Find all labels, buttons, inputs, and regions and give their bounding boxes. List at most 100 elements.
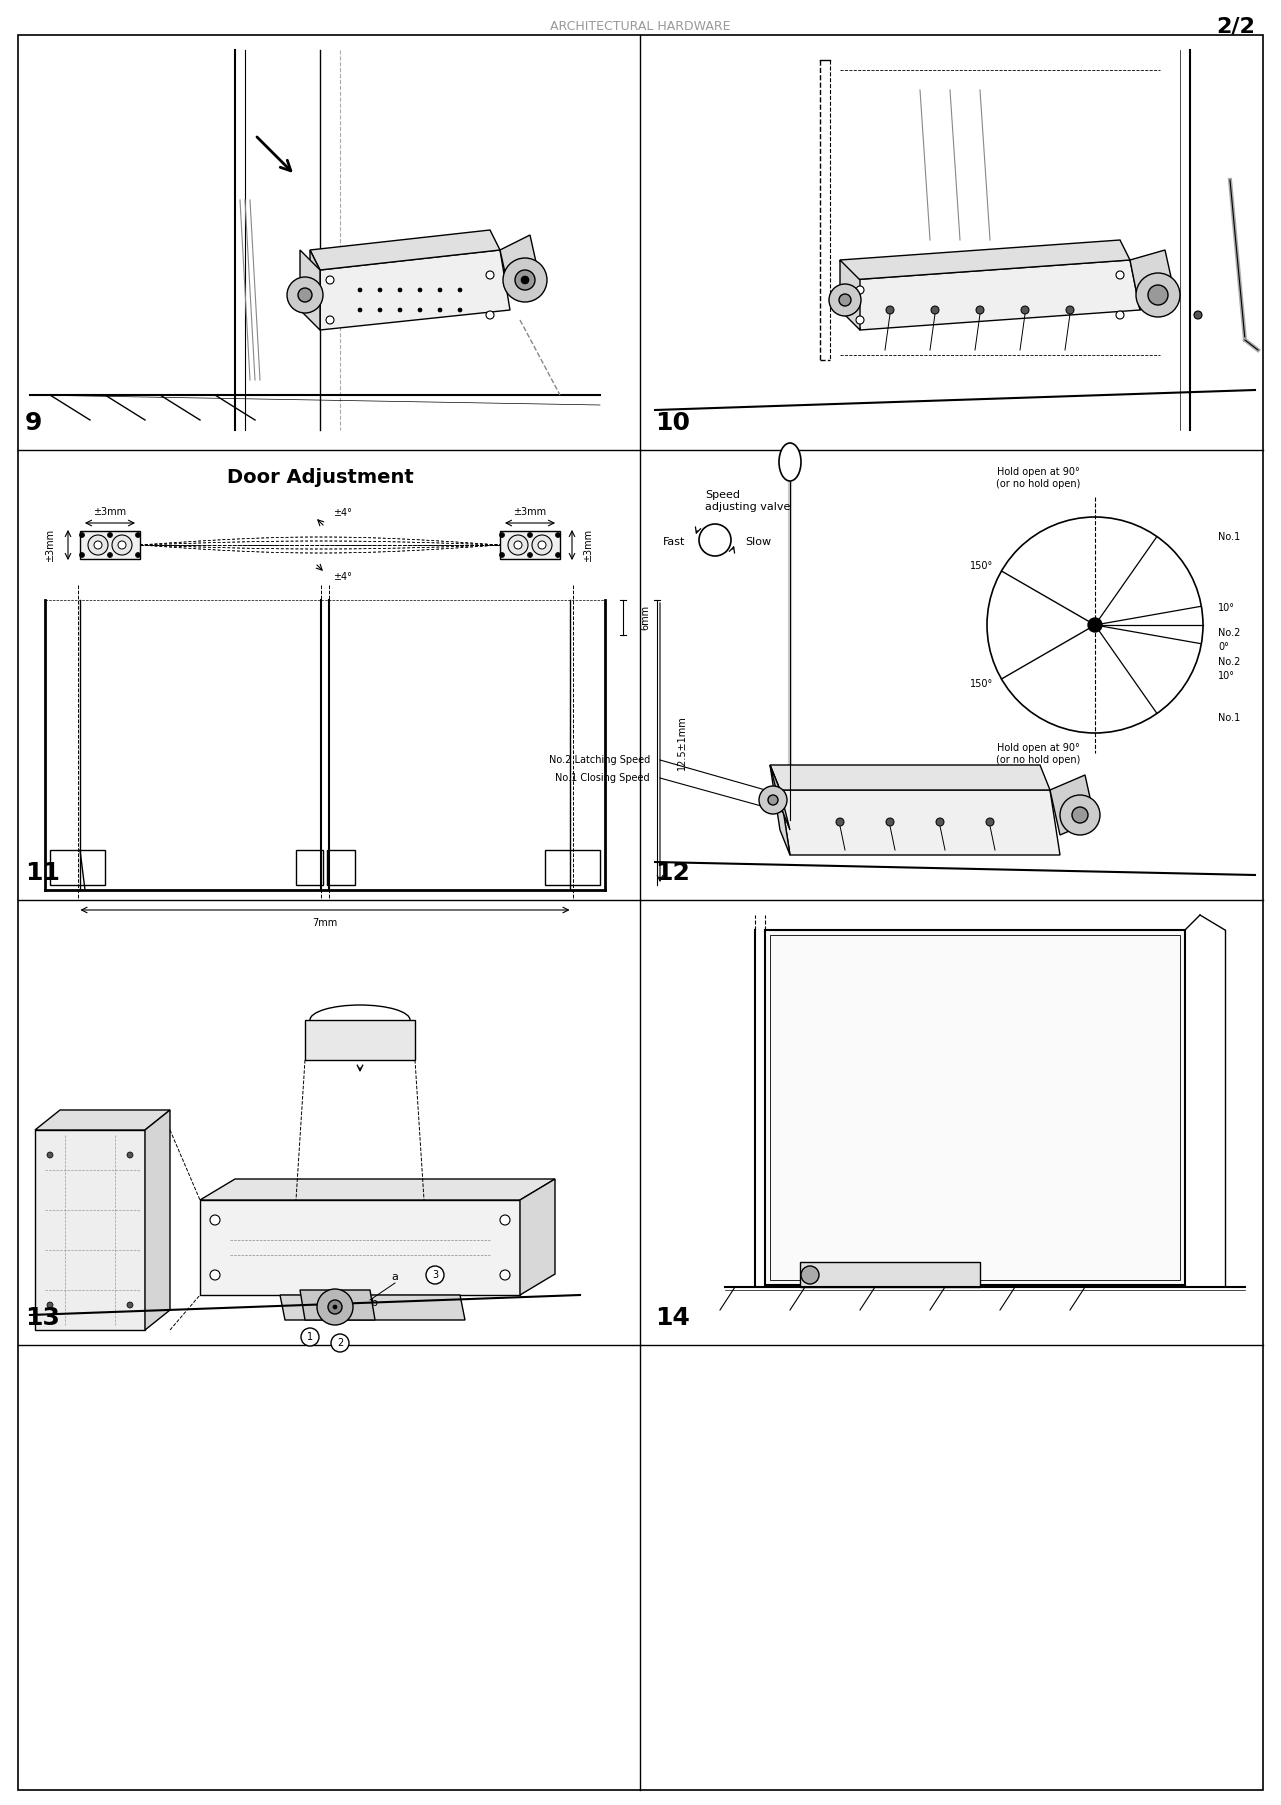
Circle shape [509, 534, 528, 554]
Polygon shape [770, 765, 1050, 791]
Bar [801, 1262, 980, 1287]
Text: Slow: Slow [746, 538, 771, 547]
Text: 150°: 150° [970, 679, 994, 690]
Text: 150°: 150° [970, 561, 994, 570]
Polygon shape [35, 1130, 145, 1330]
Polygon shape [200, 1179, 555, 1200]
Text: 12.5±1mm: 12.5±1mm [676, 715, 687, 771]
Text: Door Adjustment: Door Adjustment [227, 467, 414, 487]
Circle shape [127, 1152, 133, 1159]
Circle shape [1148, 285, 1168, 305]
Circle shape [210, 1271, 220, 1280]
Text: No.1 Closing Speed: No.1 Closing Speed [556, 773, 649, 783]
Text: 7mm: 7mm [313, 919, 338, 928]
Text: 10°: 10° [1218, 671, 1235, 680]
Circle shape [1088, 617, 1102, 632]
Bar [296, 850, 323, 884]
Circle shape [427, 1265, 445, 1283]
Text: Hold open at 90°
(or no hold open): Hold open at 90° (or no hold open) [995, 467, 1080, 489]
Circle shape [503, 258, 547, 301]
Text: No.2: No.2 [1218, 628, 1240, 637]
Bar [544, 850, 600, 884]
Text: 11: 11 [26, 861, 60, 884]
Circle shape [127, 1301, 133, 1309]
Circle shape [1059, 794, 1100, 836]
Circle shape [79, 532, 85, 538]
Circle shape [459, 309, 462, 312]
Circle shape [515, 271, 535, 291]
Circle shape [556, 552, 561, 558]
Circle shape [398, 289, 402, 292]
Circle shape [886, 818, 894, 827]
Circle shape [1136, 273, 1180, 318]
Circle shape [514, 542, 521, 549]
Text: b: b [371, 1298, 378, 1309]
Text: ±4°: ±4° [333, 507, 351, 518]
Polygon shape [281, 1294, 465, 1319]
Circle shape [47, 1301, 53, 1309]
Polygon shape [840, 240, 1130, 280]
Polygon shape [300, 1291, 375, 1319]
Circle shape [210, 1215, 220, 1226]
Polygon shape [500, 531, 560, 560]
Circle shape [418, 309, 421, 312]
Circle shape [769, 794, 778, 805]
Text: Speed
adjusting valve: Speed adjusting valve [705, 489, 790, 511]
Circle shape [298, 289, 313, 301]
Polygon shape [1130, 251, 1175, 310]
Polygon shape [780, 791, 1059, 856]
Circle shape [931, 307, 939, 314]
Circle shape [333, 1305, 337, 1309]
Circle shape [378, 309, 382, 312]
Circle shape [976, 307, 984, 314]
Circle shape [438, 309, 442, 312]
Text: 1: 1 [307, 1332, 313, 1341]
Text: Fast: Fast [662, 538, 685, 547]
Circle shape [47, 1152, 53, 1159]
Circle shape [88, 534, 108, 554]
Circle shape [398, 309, 402, 312]
Ellipse shape [779, 442, 801, 480]
Text: 10°: 10° [1218, 603, 1235, 614]
Text: 13: 13 [26, 1307, 60, 1330]
Circle shape [829, 283, 861, 316]
Circle shape [357, 289, 363, 292]
Circle shape [111, 534, 132, 554]
Polygon shape [79, 531, 140, 560]
Polygon shape [840, 260, 860, 330]
Circle shape [330, 1334, 348, 1352]
Text: 2/2: 2/2 [1216, 16, 1255, 36]
Circle shape [378, 289, 382, 292]
Circle shape [136, 552, 141, 558]
Circle shape [532, 534, 552, 554]
Bar [327, 850, 355, 884]
Text: ±3mm: ±3mm [94, 507, 127, 516]
Polygon shape [200, 1200, 520, 1294]
Circle shape [459, 289, 462, 292]
Polygon shape [770, 765, 790, 856]
Text: ±3mm: ±3mm [583, 529, 593, 561]
Circle shape [316, 1289, 354, 1325]
Circle shape [438, 289, 442, 292]
Polygon shape [1050, 774, 1095, 836]
Text: 3: 3 [432, 1271, 438, 1280]
Circle shape [136, 532, 141, 538]
Text: a: a [392, 1273, 398, 1282]
Circle shape [521, 276, 529, 283]
Circle shape [500, 552, 505, 558]
Circle shape [357, 309, 363, 312]
Circle shape [886, 307, 894, 314]
Polygon shape [770, 765, 790, 830]
Circle shape [538, 542, 546, 549]
Text: 10: 10 [655, 412, 690, 435]
Circle shape [1072, 807, 1088, 823]
Text: 6mm: 6mm [640, 605, 649, 630]
Circle shape [1116, 271, 1123, 280]
Polygon shape [310, 229, 500, 271]
Circle shape [856, 285, 863, 294]
Text: No.1: No.1 [1218, 531, 1240, 542]
Circle shape [108, 552, 113, 558]
Text: 9: 9 [26, 412, 42, 435]
Circle shape [699, 523, 731, 556]
Polygon shape [300, 251, 320, 330]
